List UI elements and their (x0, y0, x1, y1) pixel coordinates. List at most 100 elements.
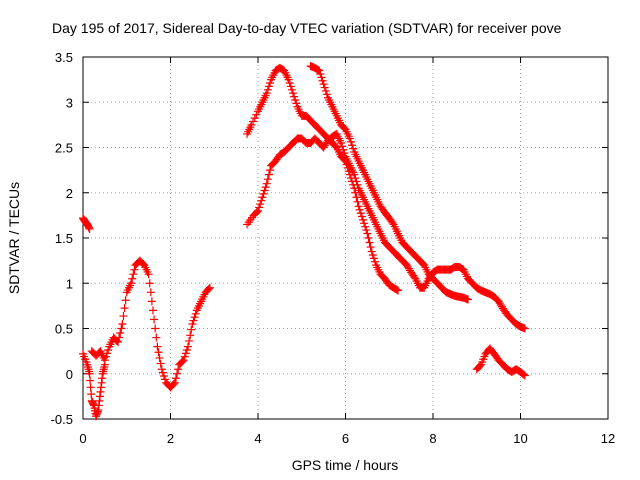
data-point (174, 365, 183, 374)
data-point (320, 83, 329, 92)
data-point (343, 163, 352, 172)
y-tick-label: 0 (66, 367, 73, 382)
data-point (314, 65, 323, 74)
data-point (153, 342, 162, 351)
data-point (392, 285, 401, 294)
x-tick-label: 6 (342, 431, 349, 446)
data-point (366, 243, 375, 252)
data-point (158, 368, 167, 377)
data-point (187, 325, 196, 334)
data-point (321, 86, 330, 95)
data-point (87, 390, 96, 399)
data-point (341, 157, 350, 166)
series-arc-e (243, 63, 402, 295)
x-tick-label: 0 (79, 431, 86, 446)
data-point (150, 315, 159, 324)
data-point (346, 174, 355, 183)
data-point (258, 193, 267, 202)
x-tick-label: 4 (254, 431, 261, 446)
data-point (114, 338, 122, 347)
data-point (190, 313, 199, 322)
data-point (170, 378, 179, 387)
data-point (287, 85, 296, 94)
data-point (352, 193, 361, 202)
data-point (266, 79, 275, 88)
data-point (322, 90, 331, 99)
data-point (464, 295, 472, 304)
data-point (345, 134, 354, 143)
data-point (186, 331, 195, 340)
y-tick-label: 1.5 (55, 231, 73, 246)
data-point (263, 175, 272, 184)
grid (83, 57, 608, 419)
data-point (259, 189, 268, 198)
data-point (178, 357, 187, 366)
data-point (182, 345, 191, 354)
data-point (173, 369, 182, 378)
data-point (151, 324, 160, 333)
data-point (157, 365, 166, 374)
data-point (261, 183, 270, 192)
data-point (319, 80, 328, 89)
y-tick-label: 1 (66, 276, 73, 291)
data-point (349, 144, 358, 153)
y-tick-labels: -0.5 0 0.5 1 1.5 2 2.5 3 3.5 (51, 50, 73, 427)
data-point (350, 184, 359, 193)
data-point (85, 369, 94, 378)
y-tick-label: -0.5 (51, 412, 73, 427)
data-point (263, 85, 272, 94)
data-point (363, 229, 372, 238)
data-point (340, 149, 349, 158)
data-point (264, 82, 273, 91)
data-point (104, 345, 113, 354)
data-point (86, 376, 95, 385)
data-point (156, 359, 165, 368)
data-point (252, 207, 261, 216)
chart-title: Day 195 of 2017, Sidereal Day-to-day VTE… (52, 20, 562, 36)
data-point (360, 219, 369, 228)
series-arc-f (306, 62, 472, 304)
data-point (191, 309, 200, 318)
data-point (260, 186, 269, 195)
data-point (520, 371, 529, 380)
y-tick-label: 0.5 (55, 322, 73, 337)
data-point (100, 356, 109, 365)
data-point (355, 205, 364, 214)
series-arc-c (87, 256, 214, 392)
data-point (145, 279, 154, 288)
data-point (115, 333, 124, 342)
series-arc-a (79, 214, 94, 233)
data-point (205, 283, 214, 292)
data-point (189, 316, 198, 325)
data-point (169, 379, 178, 388)
data-point (519, 370, 528, 379)
data-point (86, 383, 95, 392)
data-point (147, 297, 156, 306)
series-arc-g (472, 344, 529, 380)
data-point (354, 202, 363, 211)
data-point (129, 270, 138, 279)
y-tick-label: 3 (66, 95, 73, 110)
data-point (344, 167, 353, 176)
y-axis-label: SDTVAR / TECUs (6, 182, 22, 294)
data-point (116, 329, 125, 338)
data-point (264, 170, 273, 179)
data-point (353, 197, 362, 206)
y-tick-label: 2.5 (55, 141, 73, 156)
data-point (101, 352, 110, 361)
data-point (149, 306, 157, 315)
data-point (367, 247, 376, 256)
data-point (204, 284, 213, 293)
data-point (371, 257, 380, 266)
data-point (369, 254, 378, 263)
data-point (365, 238, 374, 247)
data-point (351, 188, 360, 197)
data-point (120, 304, 129, 313)
plot-frame (82, 56, 609, 420)
data-point (356, 209, 365, 218)
data-point (520, 324, 529, 333)
data-point (171, 374, 180, 383)
data-point (85, 224, 94, 233)
data-point (256, 200, 265, 209)
